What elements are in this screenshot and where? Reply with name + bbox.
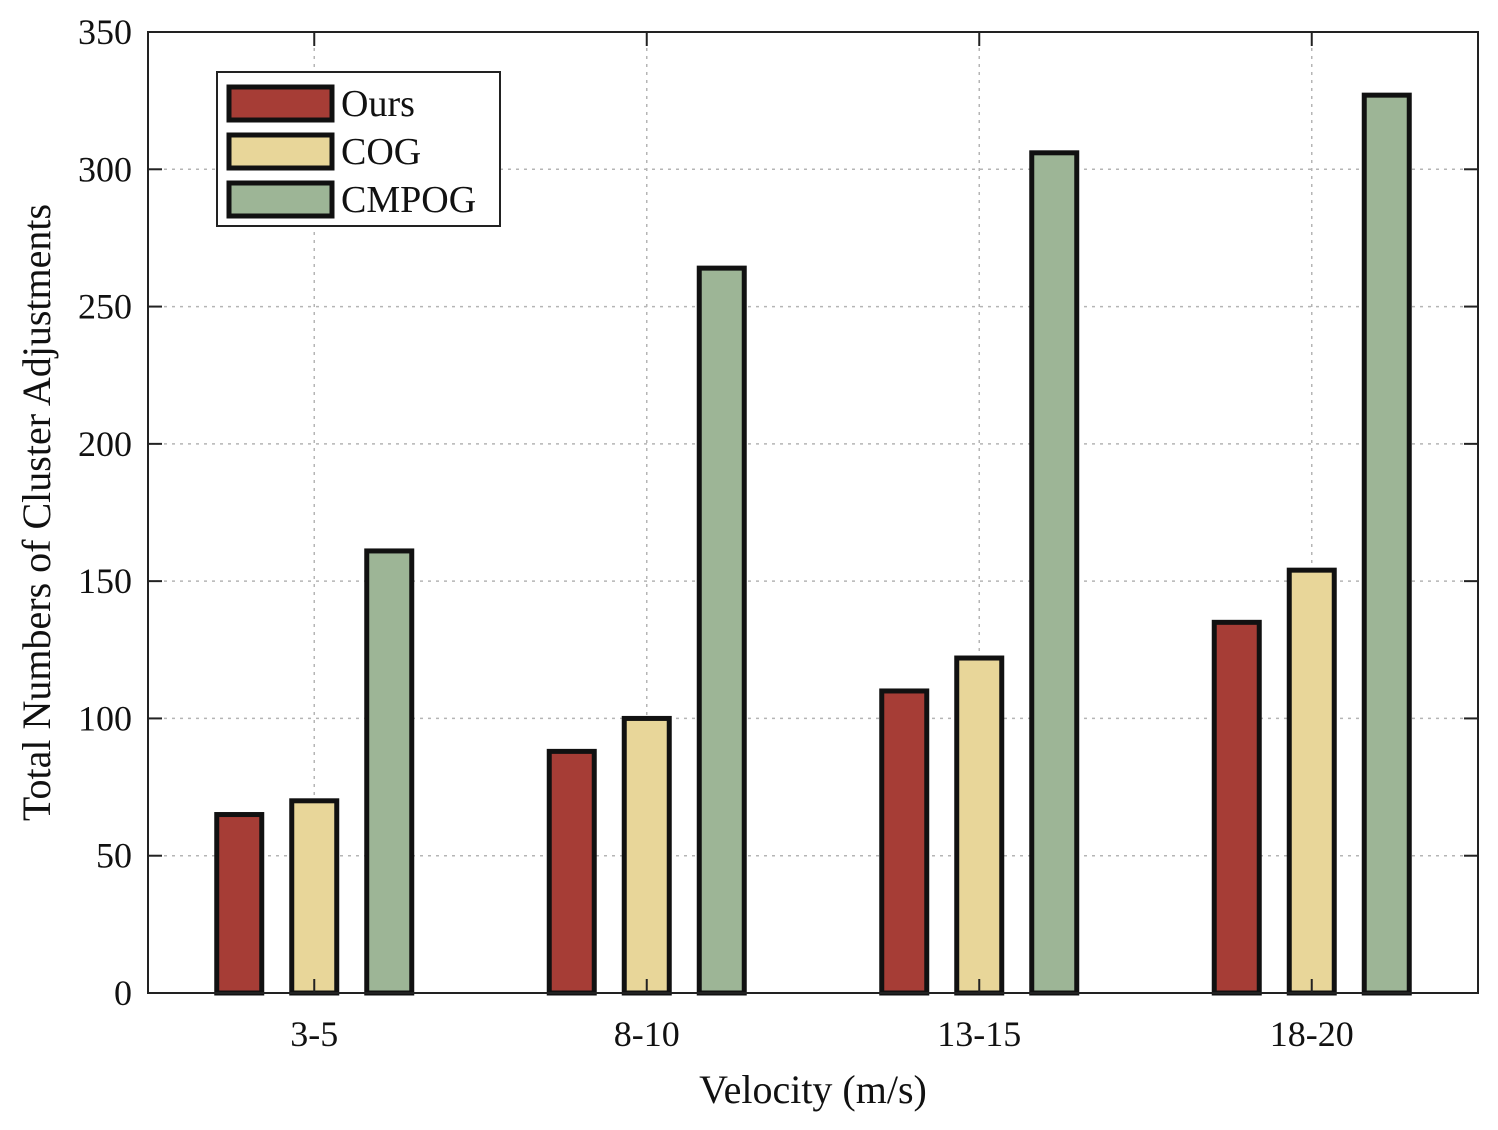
y-tick-label: 300	[78, 149, 132, 189]
x-tick-label-8-10: 8-10	[614, 1014, 680, 1054]
bar-ours-18-20	[1211, 619, 1262, 996]
y-tick-label: 250	[78, 287, 132, 327]
x-axis-title: Velocity (m/s)	[699, 1067, 927, 1112]
x-tick-label-13-15: 13-15	[937, 1014, 1021, 1054]
plot-frame	[147, 31, 1479, 994]
bars	[214, 92, 1412, 996]
y-tick-label: 50	[96, 836, 132, 876]
legend: Ours COG CMPOG	[216, 71, 501, 227]
bar-cmpog-18-20	[1361, 92, 1412, 996]
y-tick-label: 350	[78, 12, 132, 52]
x-tick-label-3-5: 3-5	[290, 1014, 338, 1054]
bar-cmpog-3-5	[364, 548, 415, 996]
y-tick-label: 150	[78, 561, 132, 601]
bar-ours-3-5	[214, 812, 265, 996]
bar-ours-13-15	[879, 688, 930, 996]
bar-cog-8-10	[621, 715, 672, 996]
bar-cog-18-20	[1286, 567, 1337, 996]
y-tick-label: 100	[78, 698, 132, 738]
y-tick-label: 200	[78, 424, 132, 464]
bar-cog-13-15	[954, 655, 1005, 996]
legend-label-cmpog: CMPOG	[341, 179, 476, 221]
axis-ticks: 0 50 100 150 200 250 300 350 3-5 8-10 13-15 18-20	[78, 12, 1478, 1054]
y-axis-title: Total Numbers of Cluster Adjustments	[14, 204, 59, 821]
bar-cog-3-5	[289, 798, 340, 996]
legend-label-cog: COG	[341, 131, 421, 173]
y-tick-label: 0	[114, 973, 132, 1013]
legend-label-ours: Ours	[341, 83, 415, 125]
bar-cmpog-13-15	[1029, 150, 1080, 996]
legend-swatch-ours	[226, 84, 335, 123]
x-tick-label-18-20: 18-20	[1270, 1014, 1354, 1054]
bar-ours-8-10	[546, 748, 597, 996]
legend-swatch-cmpog	[226, 180, 335, 219]
legend-swatch-cog	[226, 132, 335, 171]
bar-cmpog-8-10	[696, 265, 747, 996]
